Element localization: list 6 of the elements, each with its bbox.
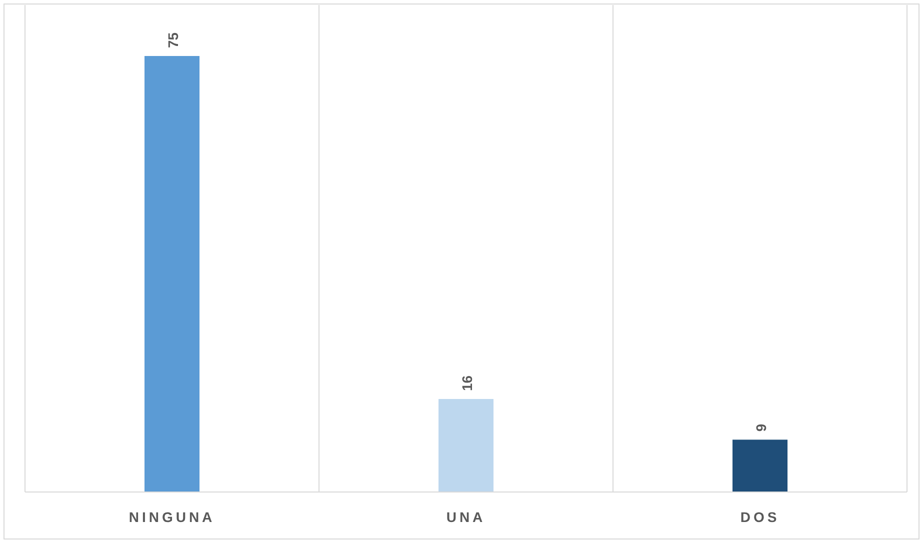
x-tick-label: NINGUNA <box>128 508 216 525</box>
data-label: 75 <box>165 32 181 48</box>
x-tick-label: DOS <box>740 508 780 525</box>
data-label: 16 <box>459 375 475 391</box>
data-label: 9 <box>753 424 769 432</box>
x-tick-label: UNA <box>446 508 486 525</box>
